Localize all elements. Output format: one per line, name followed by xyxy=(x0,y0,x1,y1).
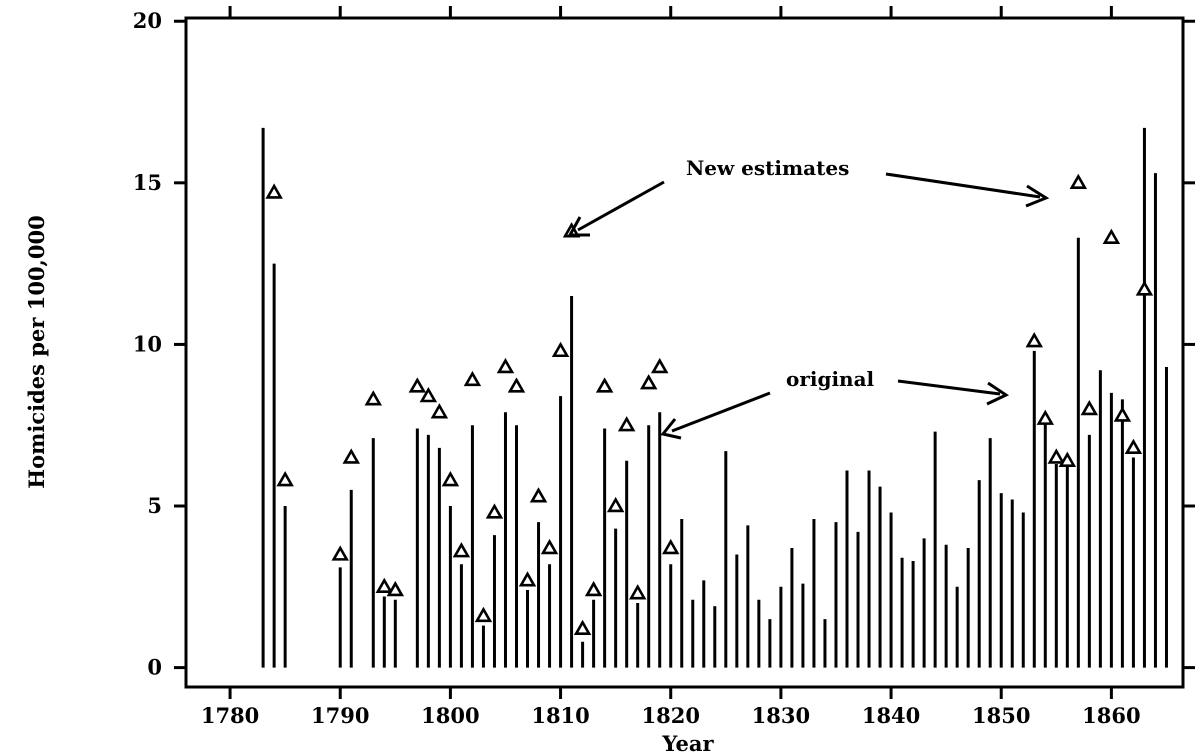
new-estimate-marker xyxy=(408,377,427,393)
x-axis-title: Year xyxy=(661,731,714,754)
plot-frame xyxy=(184,16,1185,689)
new-estimate-marker xyxy=(276,471,294,487)
new-estimate-marker xyxy=(1102,228,1121,244)
new-estimate-marker xyxy=(265,183,283,199)
new-estimate-marker xyxy=(584,580,603,597)
new-estimate-marker xyxy=(661,538,680,555)
y-tick-label: 0 xyxy=(147,655,162,680)
x-axis-ticks: 1780 1790 1800 1810 1820 1830 1840 1850 1860 xyxy=(201,6,1141,728)
y-tick-label: 10 xyxy=(133,331,162,356)
y-tick-label: 5 xyxy=(147,493,162,518)
new-estimate-marker xyxy=(474,606,493,623)
new-estimate-marker xyxy=(452,542,471,558)
new-estimate-marker xyxy=(386,580,405,597)
y-axis-title: Homicides per 100,000 xyxy=(24,215,49,488)
x-tick-label: 1820 xyxy=(642,703,700,728)
new-estimate-marker xyxy=(606,496,625,513)
annotation-original: original xyxy=(786,367,875,391)
x-tick-label: 1840 xyxy=(862,703,920,728)
new-estimate-marker xyxy=(540,538,559,555)
arrow-new-estimates-left xyxy=(567,180,665,237)
new-estimate-marker xyxy=(518,571,537,587)
new-estimate-marker xyxy=(1113,406,1132,422)
new-estimate-marker xyxy=(342,448,360,464)
annotation-new-estimates: New estimates xyxy=(686,156,849,180)
x-tick-label: 1800 xyxy=(421,703,479,728)
new-estimate-marker xyxy=(419,387,438,403)
new-estimate-marker xyxy=(375,577,394,593)
new-estimate-marker xyxy=(1135,280,1154,296)
new-estimate-marker xyxy=(617,416,636,432)
new-estimate-marker xyxy=(551,341,570,358)
new-estimate-marker xyxy=(1036,409,1055,425)
new-estimate-marker xyxy=(650,357,669,374)
new-estimate-marker xyxy=(628,584,647,600)
x-tick-label: 1790 xyxy=(311,703,369,728)
new-estimate-marker xyxy=(1047,448,1066,464)
new-estimate-marker xyxy=(1080,399,1099,416)
new-estimate-marker xyxy=(364,390,383,406)
new-estimate-marker xyxy=(430,403,449,419)
y-axis-ticks: 0 5 10 15 20 xyxy=(133,8,1195,680)
arrow-original-left xyxy=(660,391,771,440)
y-tick-label: 20 xyxy=(133,8,162,33)
y-tick-label: 15 xyxy=(133,170,162,195)
new-estimate-marker xyxy=(496,357,515,374)
new-estimate-marker xyxy=(573,619,592,636)
x-tick-label: 1860 xyxy=(1082,703,1140,728)
x-tick-label: 1850 xyxy=(972,703,1030,728)
x-tick-label: 1810 xyxy=(531,703,589,728)
new-estimates-series xyxy=(265,173,1154,636)
new-estimate-marker xyxy=(507,377,526,393)
new-estimate-marker xyxy=(639,374,658,390)
original-series xyxy=(261,127,1168,668)
arrow-original-right xyxy=(897,379,1010,406)
new-estimate-marker xyxy=(1069,173,1088,190)
new-estimate-marker xyxy=(441,471,460,487)
new-estimate-marker xyxy=(485,503,504,519)
x-tick-label: 1830 xyxy=(752,703,810,728)
new-estimate-marker xyxy=(463,370,482,387)
new-estimate-marker xyxy=(1025,332,1044,348)
new-estimate-marker xyxy=(595,377,614,393)
new-estimate-marker xyxy=(1058,451,1077,467)
new-estimate-marker xyxy=(1124,438,1143,455)
arrow-new-estimates-right xyxy=(885,172,1050,208)
x-tick-label: 1780 xyxy=(201,703,259,728)
new-estimate-marker xyxy=(331,545,349,561)
new-estimate-marker xyxy=(529,487,548,503)
